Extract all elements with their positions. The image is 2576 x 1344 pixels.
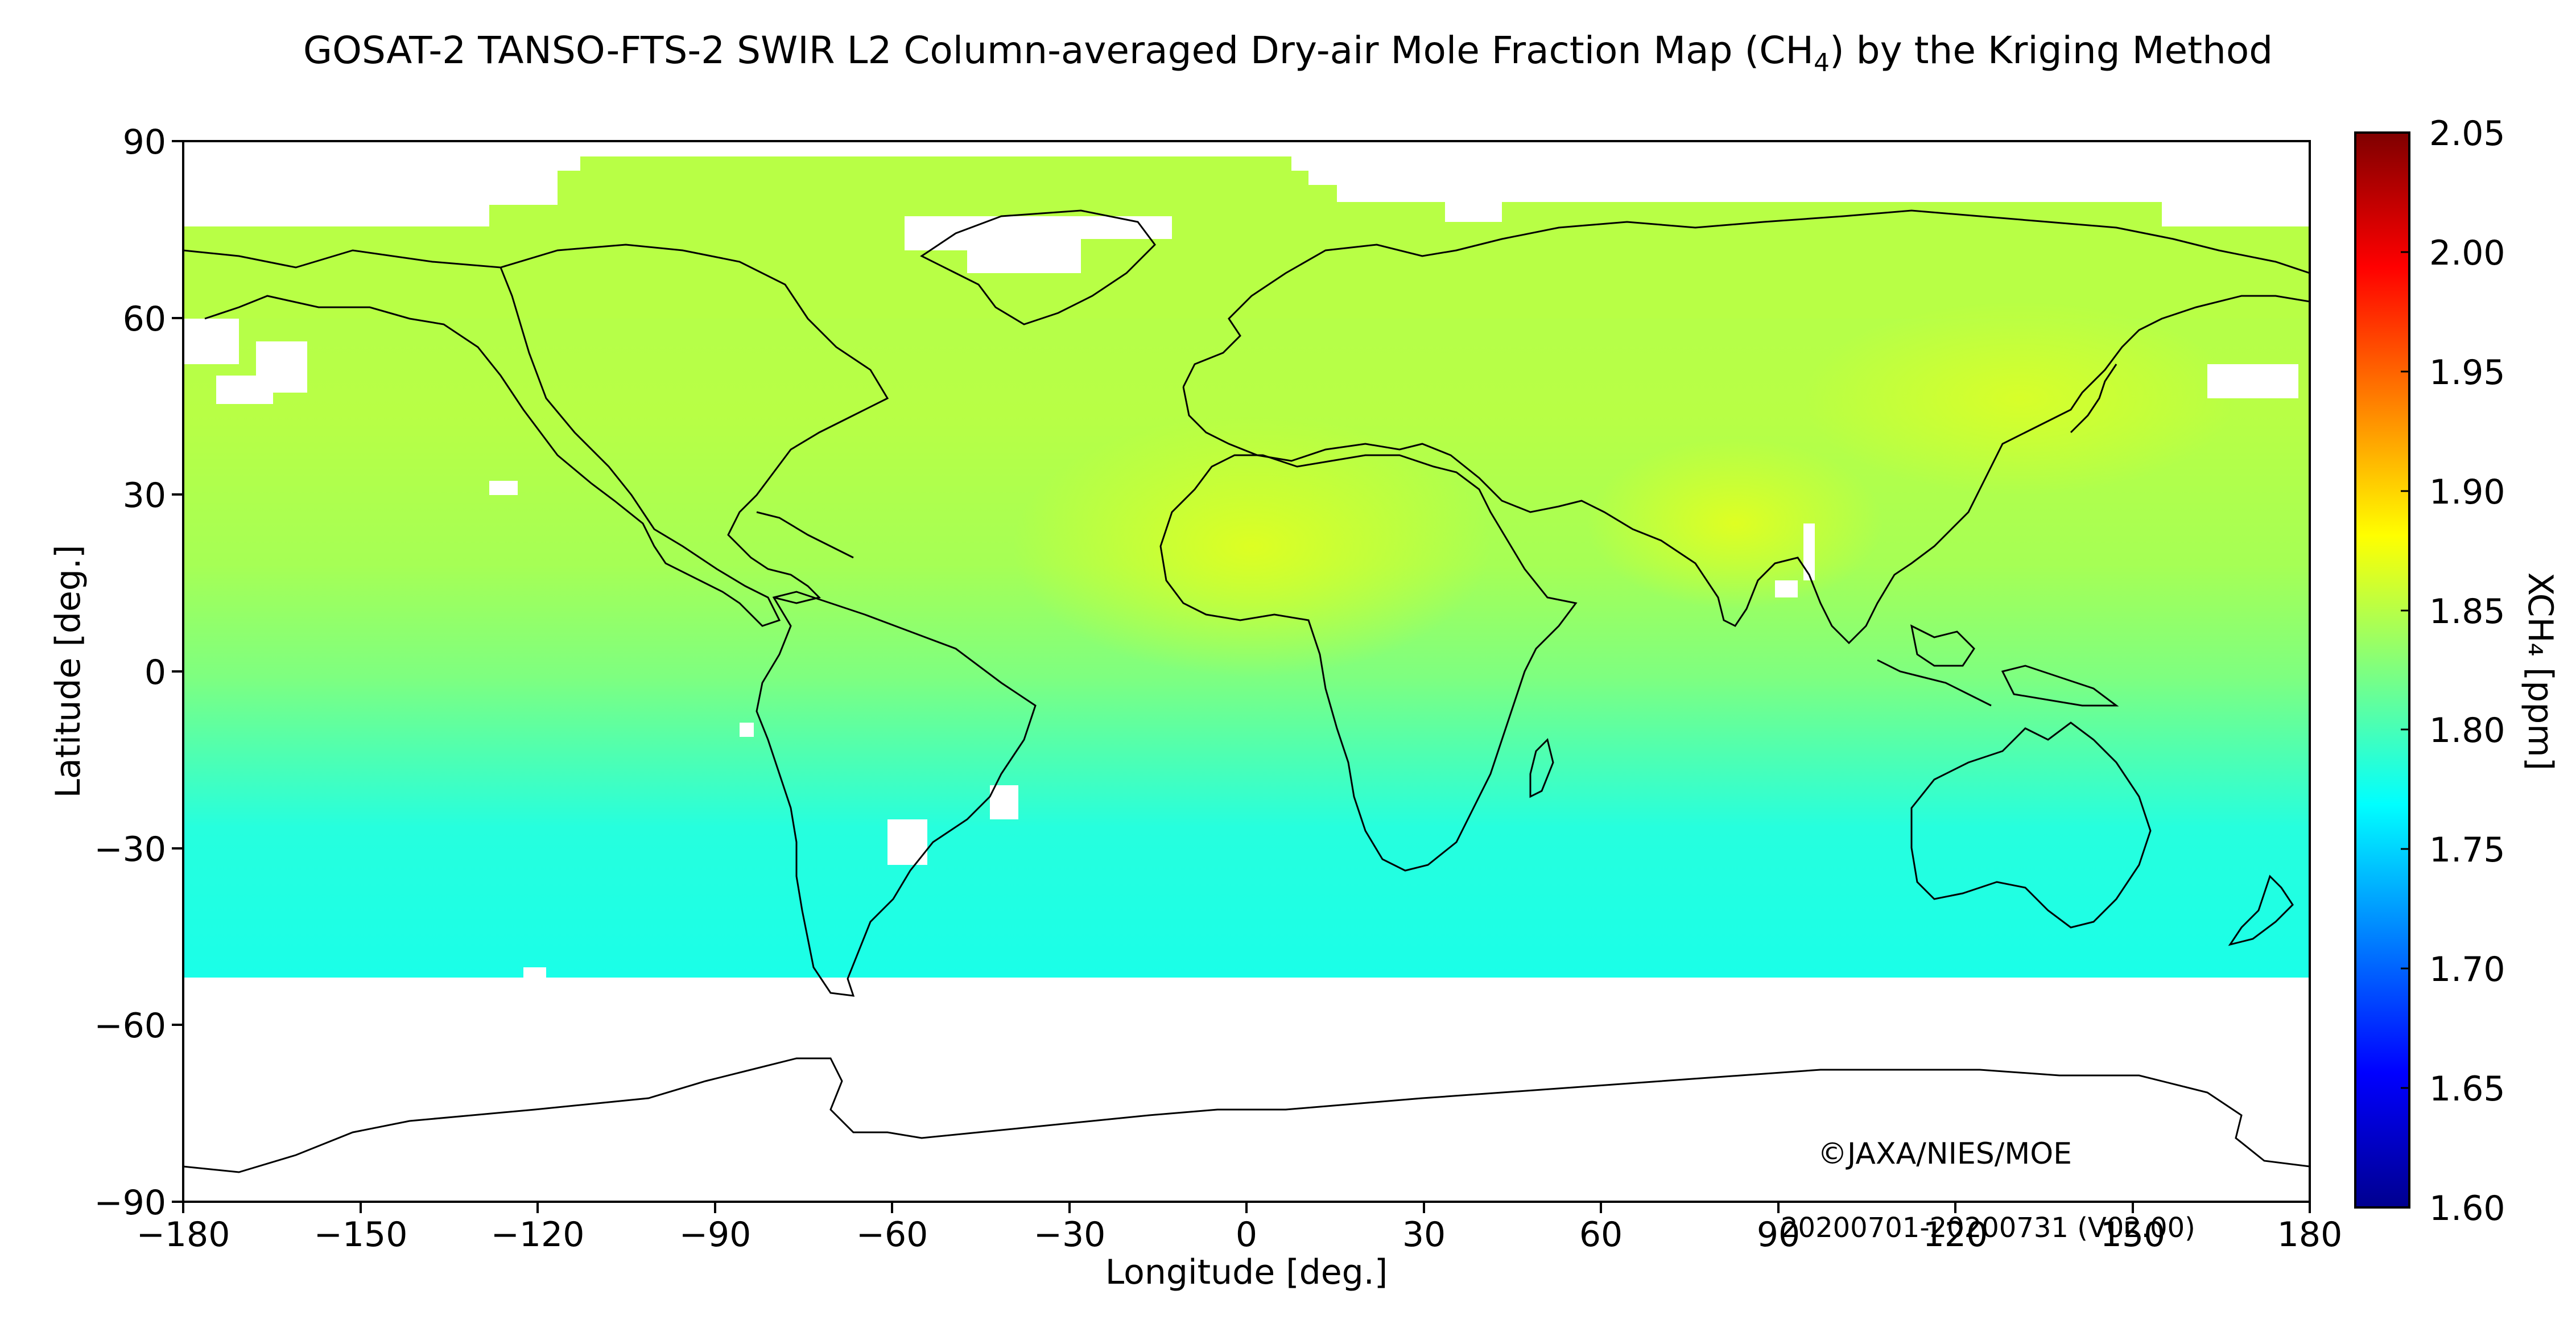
y-tick-label: 60 xyxy=(123,299,166,339)
x-tick-label: −120 xyxy=(491,1215,585,1255)
coast-caribbean xyxy=(756,511,854,559)
colorbar-tick-label: 2.05 xyxy=(2429,114,2505,154)
x-tick-label: 180 xyxy=(2277,1215,2343,1255)
title-subscript: 4 xyxy=(1813,48,1830,78)
y-axis-title: Latitude [deg.] xyxy=(48,545,88,798)
coast-new-zealand xyxy=(2228,875,2294,946)
colorbar-tick-label: 2.00 xyxy=(2429,233,2505,273)
pacific-gap xyxy=(489,481,518,495)
x-tick-label: 150 xyxy=(2100,1215,2166,1255)
x-tick-marks xyxy=(182,1202,2311,1213)
copyright-credit: ©JAXA/NIES/MOE xyxy=(1818,1137,2072,1171)
colorbar xyxy=(2354,131,2410,1209)
x-axis-title: Longitude [deg.] xyxy=(1105,1252,1388,1292)
coast-new-guinea xyxy=(2001,665,2119,707)
coast-borneo xyxy=(1910,624,1975,667)
himalaya-gap xyxy=(1803,523,1815,580)
coast-greenland xyxy=(920,209,1156,325)
x-tick-label: −180 xyxy=(137,1215,230,1255)
x-tick-labels: −180 −150 −120 −90 −60 −30 0 30 60 90 12… xyxy=(137,1215,2343,1255)
colorbar-tick-label: 1.85 xyxy=(2429,592,2505,632)
antarctic-no-data xyxy=(183,1024,2310,1202)
coast-eurasia-south xyxy=(1182,295,2310,645)
x-tick-label: −90 xyxy=(679,1215,752,1255)
arctic-band xyxy=(183,156,2310,319)
x-tick-label: 30 xyxy=(1402,1215,1446,1255)
y-tick-labels: 90 60 30 0 −30 −60 −90 xyxy=(94,122,166,1223)
colorbar-tick-label: 1.95 xyxy=(2429,353,2505,393)
x-tick-label: −150 xyxy=(314,1215,408,1255)
y-tick-label: 90 xyxy=(123,122,166,162)
title-tail: ) by the Kriging Method xyxy=(1829,28,2273,72)
coast-africa xyxy=(1159,454,1578,872)
coast-japan xyxy=(2070,364,2117,434)
kamchatka-gap xyxy=(2207,364,2298,398)
x-tick-label: 120 xyxy=(1923,1215,1988,1255)
greenland-gap xyxy=(905,216,1172,273)
colorbar-tick-label: 1.65 xyxy=(2429,1069,2505,1109)
southern-edge xyxy=(183,967,2310,1024)
coast-eurasia-north xyxy=(1182,209,2310,387)
coast-indonesia xyxy=(1877,659,1992,707)
y-tick-label: −60 xyxy=(94,1006,166,1046)
coast-south-america xyxy=(756,591,1037,997)
coast-antarctica xyxy=(183,1057,2310,1173)
colorbar-tick-label: 1.80 xyxy=(2429,711,2505,751)
bay-gap xyxy=(1775,580,1798,597)
alaska-gap xyxy=(183,319,307,404)
arctic-gap xyxy=(1445,199,1502,222)
y-tick-marks xyxy=(172,140,183,1203)
pacific-small-gap xyxy=(740,723,754,737)
data-period: 20200701-20200731 (V02.00) xyxy=(1781,1212,2195,1244)
coastlines xyxy=(183,209,2310,1173)
colorbar-ticks xyxy=(2401,251,2409,1089)
y-tick-label: 0 xyxy=(145,653,166,692)
colorbar-tick-labels: 2.05 2.00 1.95 1.90 1.85 1.80 1.75 1.70 … xyxy=(2429,114,2505,1228)
coast-north-america-west xyxy=(183,249,781,627)
xch4-field xyxy=(183,156,2310,1202)
coast-australia xyxy=(1910,722,2152,929)
y-tick-label: 30 xyxy=(123,476,166,516)
coast-north-america-east xyxy=(500,244,889,604)
x-tick-label: 90 xyxy=(1757,1215,1800,1255)
x-tick-label: −60 xyxy=(856,1215,928,1255)
x-tick-label: 0 xyxy=(1236,1215,1257,1255)
colorbar-tick-label: 1.90 xyxy=(2429,472,2505,512)
colorbar-tick-label: 1.60 xyxy=(2429,1189,2505,1228)
colorbar-title: XCH₄ [ppm] xyxy=(2520,572,2560,770)
india-high xyxy=(1587,438,1883,609)
east-asia-high xyxy=(1803,302,2236,495)
colorbar-tick-label: 1.70 xyxy=(2429,950,2505,990)
x-tick-label: 60 xyxy=(1579,1215,1623,1255)
colorbar-tick-label: 1.75 xyxy=(2429,830,2505,870)
brazil-gap xyxy=(990,785,1018,819)
title-main: GOSAT-2 TANSO-FTS-2 SWIR L2 Column-avera… xyxy=(303,28,1814,72)
coast-madagascar xyxy=(1529,738,1554,798)
y-tick-label: −90 xyxy=(94,1183,166,1223)
x-tick-label: −30 xyxy=(1034,1215,1106,1255)
y-tick-label: −30 xyxy=(94,830,166,869)
map-title: GOSAT-2 TANSO-FTS-2 SWIR L2 Column-avera… xyxy=(0,28,2576,77)
sahara-high xyxy=(1013,415,1491,677)
